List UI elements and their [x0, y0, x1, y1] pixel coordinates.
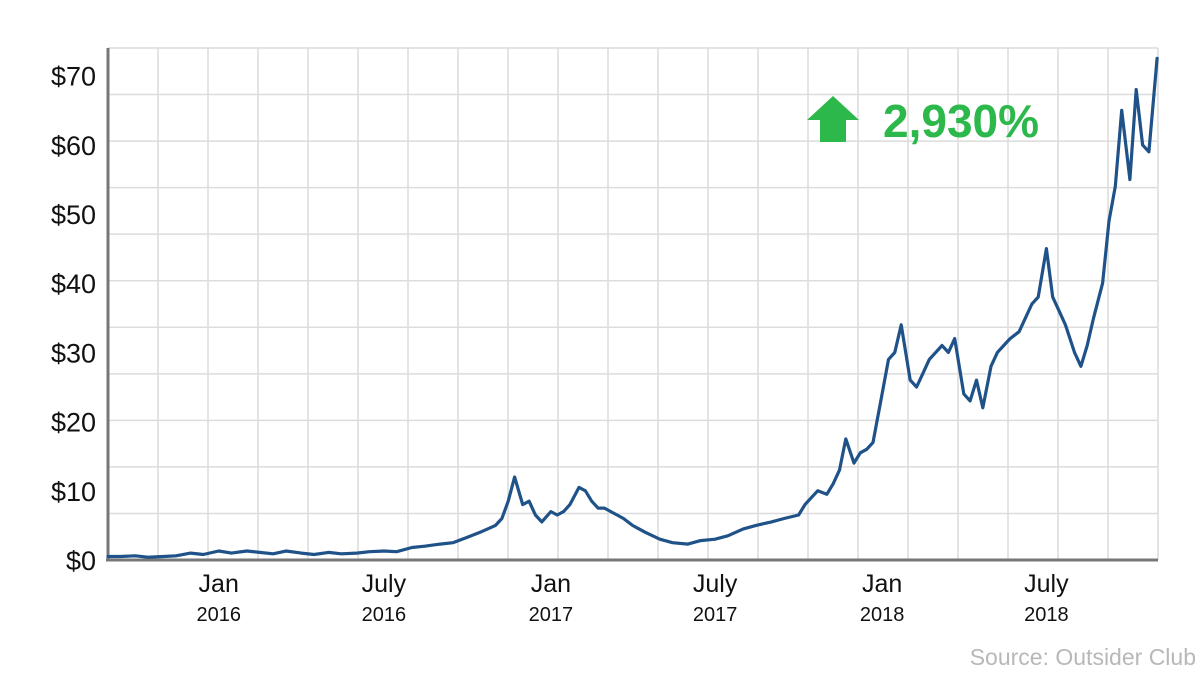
- x-tick-label-month: July: [1024, 570, 1069, 598]
- y-tick-label: $50: [51, 200, 96, 230]
- x-tick-label-month: Jan: [862, 570, 902, 598]
- y-tick-label: $10: [51, 477, 96, 507]
- y-tick-label: $60: [51, 131, 96, 161]
- x-axis-ticks: Jan 2016 July 2016 Jan 2017 July 2017 Jan 2018 Jul…: [196, 570, 1069, 626]
- x-tick-label-month: July: [362, 570, 407, 598]
- x-tick-label-year: 2018: [860, 604, 905, 626]
- y-tick-label: $40: [51, 269, 96, 299]
- x-tick-label-year: 2016: [196, 604, 241, 626]
- x-tick-label-year: 2017: [529, 604, 574, 626]
- x-tick-label-year: 2018: [1024, 604, 1069, 626]
- y-tick-label: $20: [51, 408, 96, 438]
- callout: 2,930%: [807, 95, 1039, 147]
- y-axis-ticks: $0 $10 $20 $30 $40 $50 $60 $70: [51, 62, 96, 576]
- y-tick-label: $70: [51, 62, 96, 92]
- axes: [106, 48, 1158, 562]
- callout-percentage: 2,930%: [883, 95, 1039, 147]
- x-tick-label-month: July: [693, 570, 738, 598]
- x-tick-label-year: 2016: [362, 604, 407, 626]
- source-note: Source: Outsider Club: [969, 644, 1196, 670]
- series-line: [106, 56, 1159, 559]
- y-tick-label: $0: [66, 546, 96, 576]
- x-tick-label-year: 2017: [693, 604, 738, 626]
- x-tick-label-month: Jan: [531, 570, 571, 598]
- y-tick-label: $30: [51, 338, 96, 368]
- x-tick-label-month: Jan: [199, 570, 239, 598]
- up-arrow-icon: [807, 96, 859, 142]
